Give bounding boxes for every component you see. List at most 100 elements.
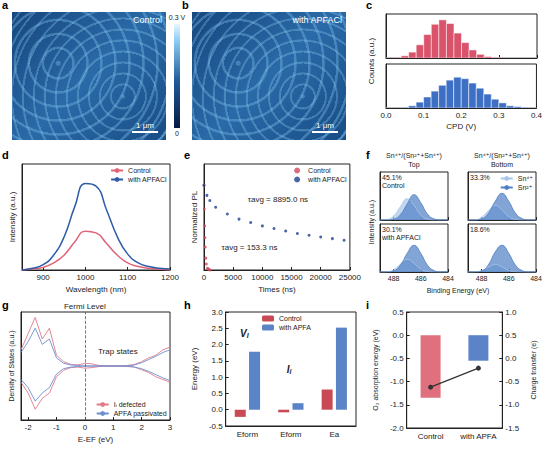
svg-text:E-EF (eV): E-EF (eV)	[78, 435, 114, 444]
svg-text:Control: Control	[382, 182, 405, 189]
html-text:d: d	[2, 149, 9, 161]
svg-text:0.5: 0.5	[505, 331, 517, 340]
svg-text:0.4: 0.4	[531, 111, 543, 120]
svg-text:30.1%: 30.1%	[382, 226, 402, 233]
svg-text:-1: -1	[53, 423, 61, 432]
svg-text:Sn⁴⁺: Sn⁴⁺	[518, 175, 534, 182]
svg-text:20000: 20000	[310, 273, 333, 282]
html-text:Control: Control	[133, 15, 162, 25]
svg-text:Energy (eV): Energy (eV)	[190, 347, 199, 390]
svg-text:with APFACl: with APFACl	[307, 176, 347, 183]
svg-text:2.0: 2.0	[212, 340, 224, 349]
svg-text:0.5: 0.5	[212, 389, 224, 398]
svg-text:-1.0: -1.0	[390, 377, 404, 386]
svg-text:18.6%: 18.6%	[470, 226, 490, 233]
svg-text:0.1: 0.1	[418, 111, 430, 120]
svg-text:1200: 1200	[161, 273, 179, 282]
svg-text:Control: Control	[308, 167, 331, 174]
svg-text:with APFA: with APFA	[278, 324, 311, 331]
svg-text:-1.5: -1.5	[390, 400, 404, 409]
svg-text:900: 900	[36, 273, 50, 282]
svg-text:1: 1	[111, 423, 116, 432]
svg-text:5000: 5000	[224, 273, 242, 282]
svg-text:0: 0	[202, 273, 207, 282]
svg-text:2.5: 2.5	[212, 324, 224, 333]
svg-text:-1.5: -1.5	[505, 424, 519, 433]
svg-text:Intensity (a.u.): Intensity (a.u.)	[8, 191, 17, 242]
html-text:1 μm: 1 μm	[136, 121, 154, 130]
svg-text:Normalized PL: Normalized PL	[190, 190, 199, 243]
svg-text:Ea: Ea	[329, 430, 339, 439]
svg-text:Charge transfer (e): Charge transfer (e)	[530, 340, 538, 399]
svg-text:0.0: 0.0	[380, 111, 392, 120]
svg-text:i: i	[289, 368, 292, 375]
svg-text:1.0: 1.0	[505, 308, 517, 317]
svg-text:Intensity (a.u.): Intensity (a.u.)	[368, 200, 376, 244]
svg-text:0.0: 0.0	[505, 354, 517, 363]
svg-text:Trap states: Trap states	[98, 347, 138, 356]
svg-text:33.3%: 33.3%	[470, 174, 490, 181]
svg-text:-2.0: -2.0	[390, 424, 404, 433]
svg-text:0.3: 0.3	[493, 111, 505, 120]
svg-text:Control: Control	[418, 432, 444, 441]
svg-text:-0.5: -0.5	[390, 354, 404, 363]
svg-text:15000: 15000	[280, 273, 303, 282]
html-text:with APFACl: with APFACl	[292, 15, 342, 25]
svg-text:0.5: 0.5	[393, 308, 405, 317]
svg-text:484: 484	[530, 275, 542, 282]
svg-text:Binding Energy (eV): Binding Energy (eV)	[427, 287, 490, 295]
svg-text:τavg = 8895.0 ns: τavg = 8895.0 ns	[248, 195, 308, 204]
svg-text:486: 486	[415, 275, 427, 282]
html-text:c: c	[366, 0, 373, 11]
svg-text:486: 486	[503, 275, 515, 282]
svg-text:0.0: 0.0	[393, 331, 405, 340]
svg-text:Sn²⁺: Sn²⁺	[518, 184, 533, 191]
svg-text:-0.5: -0.5	[209, 422, 223, 431]
svg-text:484: 484	[442, 275, 454, 282]
svg-text:2: 2	[139, 423, 144, 432]
svg-text:Sn⁴⁺/(Sn²⁺+Sn⁴⁺): Sn⁴⁺/(Sn²⁺+Sn⁴⁺)	[474, 152, 530, 160]
svg-text:Sn⁴⁺/(Sn²⁺+Sn⁴⁺): Sn⁴⁺/(Sn²⁺+Sn⁴⁺)	[386, 152, 442, 160]
svg-text:3: 3	[168, 423, 173, 432]
svg-text:CPD (V): CPD (V)	[446, 122, 476, 131]
svg-text:with APFACl: with APFACl	[127, 176, 167, 183]
svg-text:-1.0: -1.0	[505, 400, 519, 409]
svg-text:Top: Top	[408, 161, 419, 169]
svg-text:0.2: 0.2	[456, 111, 468, 120]
svg-text:with APFA: with APFA	[459, 432, 497, 441]
svg-text:10000: 10000	[251, 273, 274, 282]
svg-text:1.0: 1.0	[212, 373, 224, 382]
svg-text:with APFACl: with APFACl	[381, 234, 421, 241]
svg-text:I: I	[247, 332, 250, 339]
svg-text:Wavelength (nm): Wavelength (nm)	[66, 285, 127, 294]
svg-text:Control: Control	[128, 167, 151, 174]
svg-text:3.0: 3.0	[212, 308, 224, 317]
svg-text:-2: -2	[25, 423, 33, 432]
svg-text:Times (ns): Times (ns)	[258, 285, 296, 294]
svg-text:Bottom: Bottom	[491, 161, 513, 168]
svg-text:Eform: Eform	[237, 430, 259, 439]
html-text:b: b	[182, 0, 189, 11]
svg-text:45.1%: 45.1%	[382, 174, 402, 181]
svg-text:-0.5: -0.5	[505, 377, 519, 386]
svg-text:Fermi Level: Fermi Level	[64, 302, 106, 311]
svg-text:1000: 1000	[77, 273, 95, 282]
svg-text:Eform: Eform	[280, 430, 302, 439]
svg-text:0.0: 0.0	[212, 405, 224, 414]
html-text:a: a	[2, 0, 9, 11]
svg-text:488: 488	[476, 275, 488, 282]
svg-text:1.5: 1.5	[212, 356, 224, 365]
svg-text:488: 488	[388, 275, 400, 282]
svg-text:1100: 1100	[119, 273, 137, 282]
svg-text:Control: Control	[279, 315, 302, 322]
svg-text:0: 0	[83, 423, 88, 432]
svg-text:τavg = 153.3 ns: τavg = 153.3 ns	[222, 243, 278, 252]
svg-text:Counts (a.u.): Counts (a.u.)	[367, 38, 376, 85]
html-text:1 μm: 1 μm	[316, 121, 334, 130]
html-text:0.3 V: 0.3 V	[168, 14, 186, 21]
svg-text:Iᵢ defected: Iᵢ defected	[114, 401, 146, 408]
svg-text:APFA passivated: APFA passivated	[114, 410, 167, 418]
svg-text:Density of States (a.u.): Density of States (a.u.)	[8, 330, 16, 401]
svg-text:O₂ absorption energy (eV): O₂ absorption energy (eV)	[372, 329, 380, 410]
svg-text:25000: 25000	[339, 273, 362, 282]
